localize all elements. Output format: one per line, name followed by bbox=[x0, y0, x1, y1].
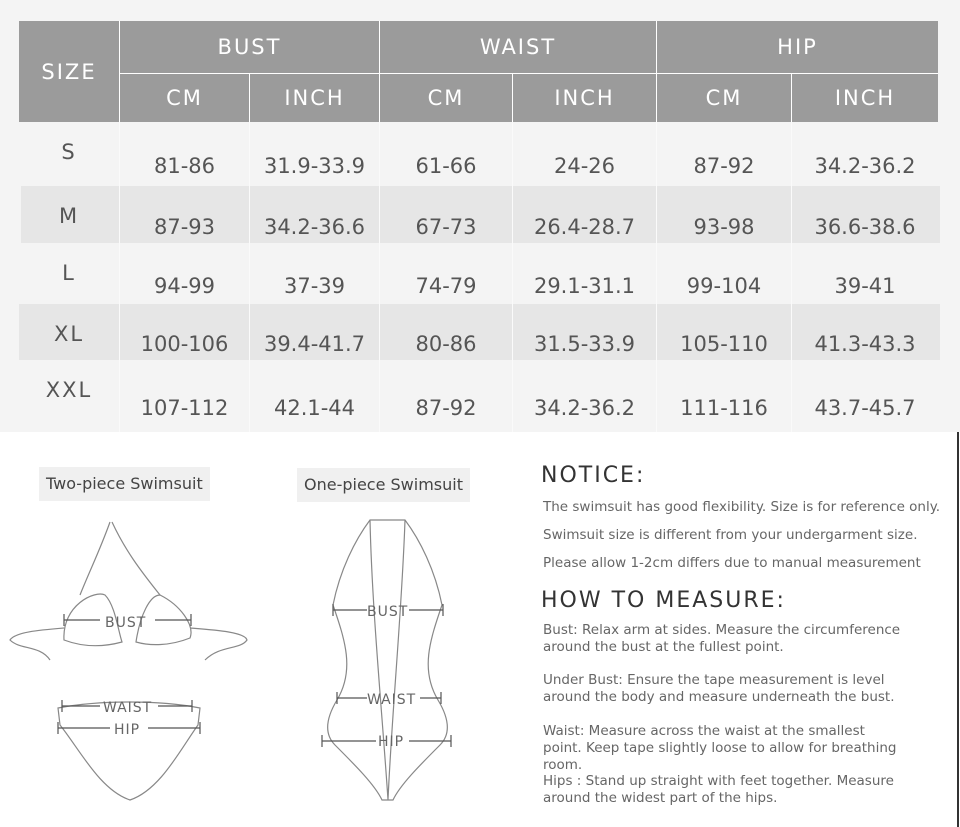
measure-bust: Bust: Relax arm at sides. Measure the ci… bbox=[543, 622, 901, 655]
table-cell: 37-39 bbox=[283, 273, 346, 298]
table-cell: 26.4-28.7 bbox=[533, 214, 636, 239]
how-to-measure-title: HOW TO MEASURE: bbox=[541, 588, 786, 613]
table-cell: 87-92 bbox=[693, 154, 755, 178]
table-cell: 99-104 bbox=[686, 273, 762, 298]
divider bbox=[379, 122, 380, 432]
notice-line: Please allow 1-2cm differs due to manual… bbox=[543, 555, 921, 571]
table-cell: 39.4-41.7 bbox=[263, 332, 366, 356]
size-label: M bbox=[58, 204, 80, 228]
table-cell: 36.6-38.6 bbox=[814, 214, 916, 239]
notice-line: Swimsuit size is different from your und… bbox=[543, 527, 918, 543]
divider bbox=[512, 122, 513, 432]
hip-label: HIP bbox=[114, 722, 140, 738]
table-cell: 105-110 bbox=[680, 332, 768, 356]
table-cell: 61-66 bbox=[415, 154, 477, 178]
size-header: SIZE bbox=[19, 21, 119, 122]
waist-label: WAIST bbox=[367, 692, 416, 708]
measure-under-bust: Under Bust: Ensure the tape measurement … bbox=[543, 672, 895, 705]
table-cell: 94-99 bbox=[153, 273, 216, 298]
size-label: S bbox=[61, 140, 77, 164]
one-piece-illustration: BUST WAIST HIP bbox=[321, 519, 452, 801]
divider bbox=[249, 74, 250, 122]
measure-hips: Hips : Stand up straight with feet toget… bbox=[543, 773, 894, 806]
bust-label: BUST bbox=[367, 604, 408, 620]
unit-header: CM bbox=[380, 74, 512, 122]
divider bbox=[791, 74, 792, 122]
table-cell: 31.5-33.9 bbox=[533, 332, 636, 356]
table-cell: 67-73 bbox=[415, 214, 477, 239]
table-cell: 80-86 bbox=[415, 332, 477, 356]
hip-label: HIP bbox=[378, 734, 404, 750]
row-band bbox=[21, 186, 940, 243]
unit-header: CM bbox=[657, 74, 791, 122]
bust-label: BUST bbox=[105, 615, 146, 631]
table-cell: 81-86 bbox=[153, 154, 216, 178]
size-chart: SIZE BUST WAIST HIP CM INCH CM INCH CM INCH S… bbox=[0, 0, 960, 432]
table-cell: 43.7-45.7 bbox=[814, 396, 916, 420]
one-piece-title: One-piece Swimsuit bbox=[297, 468, 470, 502]
table-cell: 74-79 bbox=[415, 273, 477, 298]
right-border bbox=[957, 432, 959, 827]
divider bbox=[656, 21, 657, 122]
divider bbox=[791, 122, 792, 432]
table-cell: 100-106 bbox=[140, 332, 229, 356]
hip-header: HIP bbox=[657, 21, 938, 73]
measure-waist: Waist: Measure across the waist at the s… bbox=[543, 723, 897, 773]
row-band bbox=[19, 304, 940, 360]
size-label: L bbox=[62, 261, 76, 285]
table-cell: 41.3-43.3 bbox=[814, 332, 916, 356]
divider bbox=[512, 74, 513, 122]
divider bbox=[379, 21, 380, 122]
divider bbox=[656, 122, 657, 432]
divider bbox=[249, 122, 250, 432]
notice-title: NOTICE: bbox=[541, 463, 646, 488]
table-cell: 39-41 bbox=[834, 273, 896, 298]
waist-label: WAIST bbox=[103, 700, 152, 716]
bust-header: BUST bbox=[120, 21, 379, 73]
table-cell: 34.2-36.2 bbox=[814, 154, 916, 178]
table-cell: 93-98 bbox=[693, 214, 755, 239]
table-cell: 87-92 bbox=[415, 396, 477, 420]
table-cell: 31.9-33.9 bbox=[263, 154, 366, 178]
two-piece-title: Two-piece Swimsuit bbox=[39, 467, 210, 501]
table-cell: 34.2-36.2 bbox=[533, 396, 636, 420]
divider bbox=[120, 73, 938, 74]
divider bbox=[119, 122, 120, 432]
table-cell: 42.1-44 bbox=[273, 396, 356, 420]
size-label: XL bbox=[53, 322, 85, 346]
size-label: XXL bbox=[45, 378, 93, 402]
unit-header: INCH bbox=[250, 74, 379, 122]
notice-line: The swimsuit has good flexibility. Size … bbox=[543, 499, 941, 515]
waist-header: WAIST bbox=[380, 21, 656, 73]
table-cell: 111-116 bbox=[680, 396, 768, 420]
divider bbox=[119, 21, 120, 122]
table-cell: 34.2-36.6 bbox=[263, 214, 366, 239]
unit-header: INCH bbox=[792, 74, 938, 122]
table-cell: 87-93 bbox=[153, 214, 216, 239]
table-cell: 107-112 bbox=[140, 396, 229, 420]
unit-header: INCH bbox=[513, 74, 656, 122]
two-piece-illustration: BUST WAIST HIP bbox=[9, 521, 248, 801]
unit-header: CM bbox=[120, 74, 249, 122]
table-cell: 24-26 bbox=[553, 154, 616, 178]
table-cell: 29.1-31.1 bbox=[533, 273, 636, 298]
